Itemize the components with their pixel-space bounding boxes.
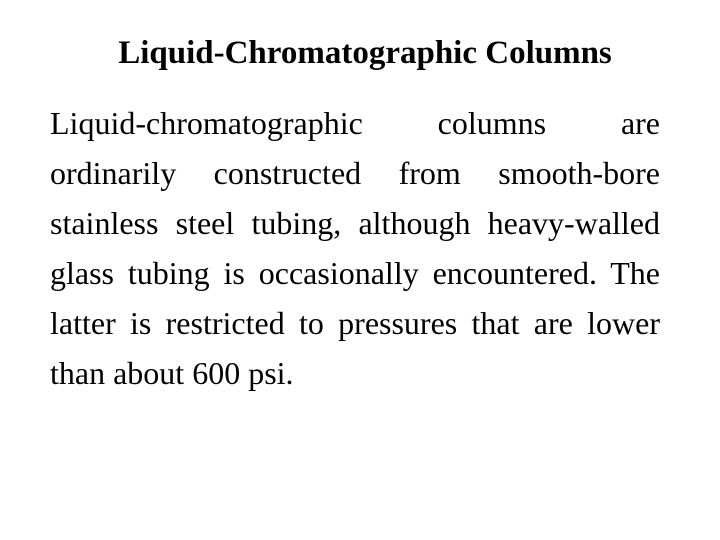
slide-body-text: Liquid-chromatographic columns are ordin… <box>50 98 660 398</box>
slide-page: Liquid-Chromatographic Columns Liquid-ch… <box>0 0 720 540</box>
slide-title: Liquid-Chromatographic Columns <box>50 35 660 72</box>
